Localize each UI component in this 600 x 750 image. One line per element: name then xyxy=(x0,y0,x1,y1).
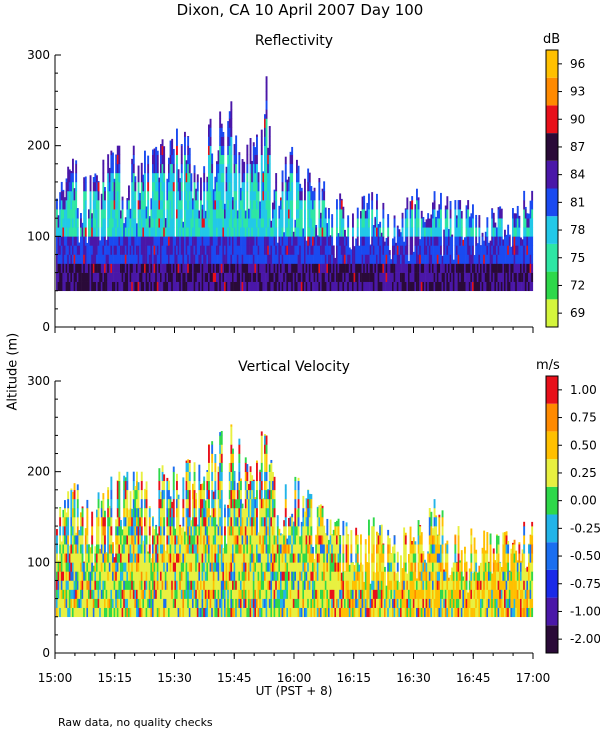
velocity-data-field xyxy=(56,424,534,618)
reflectivity-y-tick-label-0: 0 xyxy=(42,320,50,334)
x-tick-label-15:15: 15:15 xyxy=(97,671,132,685)
x-tick-label-16:45: 16:45 xyxy=(456,671,491,685)
velocity-colorbar-unit: m/s xyxy=(536,358,560,373)
velocity-colorbar-swatch-7 xyxy=(546,431,558,460)
x-tick-label-16:30: 16:30 xyxy=(396,671,431,685)
velocity-panel-title: Vertical Velocity xyxy=(238,359,350,375)
velocity-colorbar-swatch-4 xyxy=(546,514,558,543)
x-tick-label-16:15: 16:15 xyxy=(336,671,371,685)
main-title: Dixon, CA 10 April 2007 Day 100 xyxy=(176,1,424,19)
velocity-colorbar-label-0: -2.00 xyxy=(570,632,600,646)
velocity-colorbar-label-4: -0.25 xyxy=(570,521,600,535)
x-tick-label-17:00: 17:00 xyxy=(516,671,551,685)
reflectivity-colorbar-swatch-2 xyxy=(546,243,558,272)
reflectivity-colorbar-label-3: 78 xyxy=(570,223,585,237)
reflectivity-colorbar-swatch-0 xyxy=(546,299,558,327)
reflectivity-colorbar-swatch-7 xyxy=(546,105,558,134)
reflectivity-colorbar-swatch-4 xyxy=(546,188,558,217)
reflectivity-colorbar-label-5: 84 xyxy=(570,168,585,182)
reflectivity-colorbar-swatch-1 xyxy=(546,271,558,300)
velocity-y-tick-label-200: 200 xyxy=(27,465,50,479)
velocity-colorbar-label-9: 1.00 xyxy=(570,383,597,397)
reflectivity-colorbar-label-7: 90 xyxy=(570,112,585,126)
reflectivity-colorbar-label-6: 87 xyxy=(570,140,585,154)
velocity-y-tick-label-100: 100 xyxy=(27,555,50,569)
velocity-colorbar-swatch-6 xyxy=(546,459,558,487)
x-tick-label-16:00: 16:00 xyxy=(277,671,312,685)
reflectivity-panel-title: Reflectivity xyxy=(254,33,334,49)
velocity-colorbar-swatch-5 xyxy=(546,486,558,515)
footer-note: Raw data, no quality checks xyxy=(58,716,213,729)
reflectivity-colorbar-unit: dB xyxy=(543,32,561,47)
velocity-colorbar-frame xyxy=(545,375,559,654)
reflectivity-colorbar-label-2: 75 xyxy=(570,251,585,265)
x-axis-label: UT (PST + 8) xyxy=(255,684,333,698)
reflectivity-colorbar-label-1: 72 xyxy=(570,278,585,292)
velocity-colorbar-swatch-9 xyxy=(546,376,558,404)
reflectivity-colorbar-swatch-9 xyxy=(546,50,558,78)
velocity-colorbar-label-5: 0.00 xyxy=(570,494,597,508)
velocity-y-tick-label-0: 0 xyxy=(42,646,50,660)
velocity-colorbar-label-8: 0.75 xyxy=(570,411,597,425)
reflectivity-colorbar-label-4: 81 xyxy=(570,195,585,209)
velocity-colorbar-label-1: -1.00 xyxy=(570,604,600,618)
x-tick-label-15:00: 15:00 xyxy=(38,671,73,685)
velocity-colorbar-swatch-8 xyxy=(546,403,558,432)
reflectivity-colorbar-swatch-6 xyxy=(546,133,558,161)
velocity-colorbar-swatch-0 xyxy=(546,625,558,653)
reflectivity-colorbar-label-0: 69 xyxy=(570,306,585,320)
reflectivity-y-tick-label-200: 200 xyxy=(27,139,50,153)
reflectivity-colorbar-frame xyxy=(545,49,559,328)
x-tick-label-15:30: 15:30 xyxy=(157,671,192,685)
velocity-colorbar-label-3: -0.50 xyxy=(570,549,600,563)
velocity-colorbar-swatch-3 xyxy=(546,542,558,570)
reflectivity-colorbar-swatch-3 xyxy=(546,216,558,244)
reflectivity-colorbar-swatch-8 xyxy=(546,77,558,106)
reflectivity-colorbar-label-8: 93 xyxy=(570,85,585,99)
reflectivity-data-field xyxy=(56,76,534,292)
reflectivity-colorbar-label-9: 96 xyxy=(570,57,585,71)
velocity-colorbar-label-6: 0.25 xyxy=(570,466,597,480)
velocity-colorbar-swatch-1 xyxy=(546,597,558,626)
velocity-colorbar-label-2: -0.75 xyxy=(570,577,600,591)
velocity-colorbar-label-7: 0.50 xyxy=(570,438,597,452)
velocity-colorbar-swatch-2 xyxy=(546,569,558,598)
reflectivity-y-tick-label-100: 100 xyxy=(27,229,50,243)
velocity-y-tick-label-300: 300 xyxy=(27,374,50,388)
reflectivity-y-tick-label-300: 300 xyxy=(27,48,50,62)
x-tick-label-15:45: 15:45 xyxy=(217,671,252,685)
reflectivity-colorbar-swatch-5 xyxy=(546,160,558,189)
